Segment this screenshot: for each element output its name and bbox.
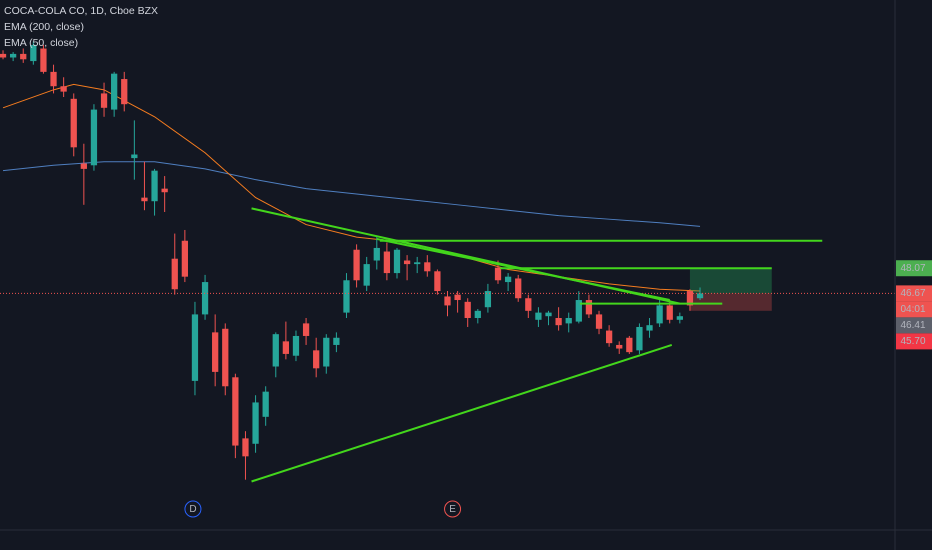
candle-body xyxy=(282,341,290,354)
candle-body xyxy=(565,318,572,324)
candle-body xyxy=(696,293,704,299)
candle-body xyxy=(535,312,542,320)
candle-body xyxy=(191,314,199,381)
candle-body xyxy=(585,300,593,315)
candle-body xyxy=(232,377,239,446)
candle-body xyxy=(403,260,411,265)
countdown-label: 04:01 xyxy=(900,304,925,315)
candle-body xyxy=(10,53,17,58)
candle-body xyxy=(444,296,451,306)
price-tag-label: 46.41 xyxy=(900,320,925,331)
candle-body xyxy=(616,344,623,349)
trend-line xyxy=(376,237,670,302)
candle-body xyxy=(666,305,673,320)
price-tag-label: 48.07 xyxy=(900,263,925,274)
candle-body xyxy=(525,298,532,311)
price-tag xyxy=(896,317,932,334)
price-tag xyxy=(896,285,932,302)
event-label: D xyxy=(189,504,196,515)
candle-body xyxy=(646,325,653,331)
candle-body xyxy=(474,310,481,318)
candle-body xyxy=(545,312,552,317)
candle-body xyxy=(50,71,57,87)
candle-body xyxy=(222,328,229,387)
candle-body xyxy=(302,323,310,336)
candle-body xyxy=(333,337,340,345)
legend-entry: EMA (50, close) xyxy=(4,37,78,49)
target-zone xyxy=(689,268,772,294)
candle-body xyxy=(353,249,360,281)
candle-body xyxy=(595,314,603,329)
candle-body xyxy=(363,264,370,286)
candle-body xyxy=(636,326,643,351)
candle-body xyxy=(313,350,320,369)
candle-body xyxy=(373,247,380,261)
candle-body xyxy=(605,330,613,344)
candle-body xyxy=(151,170,158,202)
candle-body xyxy=(40,48,47,72)
ema-line xyxy=(2,83,701,292)
candle-body xyxy=(20,53,27,60)
candle-body xyxy=(30,44,37,62)
countdown-tag xyxy=(896,301,932,318)
candle-body xyxy=(343,280,350,313)
candle-body xyxy=(171,258,178,290)
candle-body xyxy=(242,438,249,457)
candle-body xyxy=(262,391,269,417)
candle-body xyxy=(504,276,512,283)
stop-zone xyxy=(689,293,772,311)
candle-body xyxy=(201,282,209,315)
event-marker xyxy=(444,500,462,518)
candle-body xyxy=(676,316,683,320)
candle-body xyxy=(90,109,98,166)
ema-line xyxy=(2,161,701,227)
candle-body xyxy=(575,300,582,322)
candle-body xyxy=(111,73,118,110)
candle-body xyxy=(626,337,633,353)
candle-body xyxy=(0,53,7,58)
candle-body xyxy=(494,267,502,281)
candle-body xyxy=(272,334,279,367)
legend-entry: EMA (200, close) xyxy=(4,21,84,33)
candle-body xyxy=(292,335,300,356)
candle-body xyxy=(80,163,87,169)
candle-body xyxy=(656,305,663,324)
price-tag xyxy=(896,333,932,350)
candle-body xyxy=(454,294,461,301)
price-tag xyxy=(896,260,932,277)
candle-body xyxy=(383,251,391,274)
candle-body xyxy=(686,291,694,306)
price-tag-label: 45.70 xyxy=(900,336,925,347)
candle-body xyxy=(434,271,441,292)
chart-title: COCA-COLA CO, 1D, Cboe BZX xyxy=(4,5,158,17)
candle-body xyxy=(555,318,562,326)
candle-body xyxy=(414,262,421,265)
candle-body xyxy=(484,291,492,308)
trend-line xyxy=(251,343,673,483)
price-tag-label: 46.67 xyxy=(900,288,925,299)
event-label: E xyxy=(449,504,456,515)
candle-body xyxy=(100,93,108,108)
candle-body xyxy=(515,278,522,299)
candle-body xyxy=(60,86,67,92)
candle-body xyxy=(464,301,471,318)
candle-body xyxy=(323,337,330,367)
event-marker xyxy=(184,500,202,518)
candle-body xyxy=(131,154,138,159)
candle-body xyxy=(161,188,168,193)
candle-body xyxy=(424,262,431,272)
candle-body xyxy=(393,249,401,274)
candle-body xyxy=(181,240,188,277)
candle-body xyxy=(70,98,77,148)
candle-body xyxy=(141,197,148,202)
candle-body xyxy=(212,332,219,372)
candle-body xyxy=(121,79,128,105)
candle-body xyxy=(252,402,259,444)
